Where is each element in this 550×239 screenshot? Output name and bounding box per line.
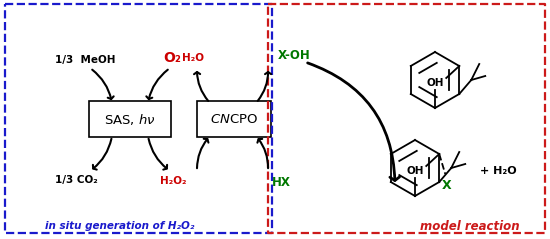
Text: OH: OH [406, 166, 424, 176]
Text: in situ generation of H₂O₂: in situ generation of H₂O₂ [45, 221, 195, 231]
FancyBboxPatch shape [89, 101, 171, 137]
Text: O₂: O₂ [163, 51, 181, 65]
Text: X-OH: X-OH [278, 49, 311, 61]
Text: HX: HX [272, 176, 291, 190]
Text: X: X [442, 179, 451, 192]
Text: H₂O: H₂O [182, 53, 204, 63]
Text: model reaction: model reaction [420, 219, 520, 233]
FancyBboxPatch shape [197, 101, 271, 137]
Text: $\mathit{CN}$CPO: $\mathit{CN}$CPO [210, 113, 258, 125]
Text: OH: OH [426, 78, 444, 88]
Text: SAS, $h\nu$: SAS, $h\nu$ [104, 112, 156, 126]
Text: 1/3 CO₂: 1/3 CO₂ [55, 175, 98, 185]
Text: H₂O₂: H₂O₂ [160, 176, 186, 186]
Text: + H₂O: + H₂O [480, 166, 516, 176]
Text: 1/3  MeOH: 1/3 MeOH [55, 55, 116, 65]
